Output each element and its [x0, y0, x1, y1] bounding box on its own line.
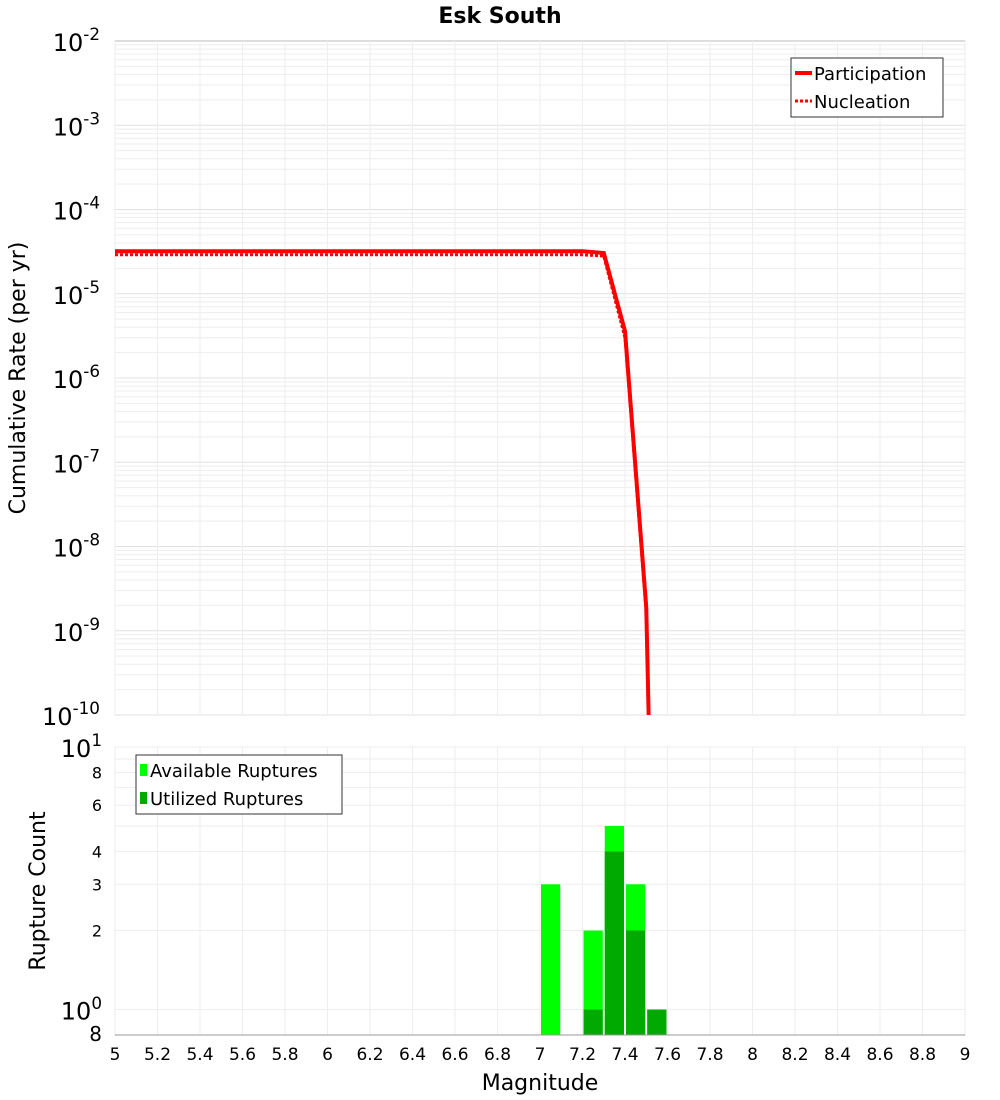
y-tick-label: 10-6: [53, 361, 100, 394]
y-tick-label: 10-10: [42, 698, 100, 731]
y-tick-label: 100: [61, 993, 102, 1026]
x-tick-label: 6.6: [441, 1045, 468, 1065]
legend-box: [135, 754, 343, 815]
x-tick-label: 8.6: [866, 1045, 893, 1065]
x-tick-label: 8.4: [824, 1045, 851, 1065]
x-tick-label: 6: [322, 1045, 333, 1065]
legend-label: Participation: [814, 64, 926, 85]
x-tick-label: 7.4: [611, 1045, 638, 1065]
y-tick-label: 10-2: [53, 24, 100, 57]
legend-label: Nucleation: [814, 92, 910, 113]
x-tick-label: 8: [747, 1045, 758, 1065]
y-tick-label: 6: [92, 796, 102, 815]
x-tick-label: 7.8: [696, 1045, 723, 1065]
x-tick-label: 9: [960, 1045, 971, 1065]
y-tick-label: 3: [92, 875, 102, 894]
bar-utilized-ruptures: [626, 930, 646, 1035]
x-tick-label: 5.8: [271, 1045, 298, 1065]
legend-bottom: Available Ruptures Utilized Ruptures: [135, 754, 343, 815]
legend-swatch: [140, 764, 147, 776]
series-line-participation: [115, 249, 651, 715]
x-tick-label: 6.4: [399, 1045, 426, 1065]
top-panel: 10-2 10-3 10-4 10-5 10-6 10-7 10-8 10-9 10-10 Par…: [42, 24, 966, 731]
legend-label: Utilized Ruptures: [150, 789, 303, 810]
bar-available-ruptures: [541, 884, 561, 1035]
x-tick-label: 6.8: [484, 1045, 511, 1065]
x-tick-label: 5.4: [186, 1045, 213, 1065]
y-tick-label: 8: [92, 763, 102, 782]
legend-label: Available Ruptures: [150, 761, 318, 782]
x-tick-label: 5.2: [144, 1045, 171, 1065]
x-tick-label: 7: [535, 1045, 546, 1065]
y-tick-label: 10-3: [53, 108, 100, 141]
x-axis-label: Magnitude: [482, 1071, 599, 1096]
legend-box: [790, 57, 944, 118]
bar-utilized-ruptures: [604, 851, 624, 1035]
y-tick-label: 10-9: [53, 614, 100, 647]
x-tick-label: 8.8: [909, 1045, 936, 1065]
x-tick-label: 8.2: [781, 1045, 808, 1065]
y-tick-label: 10-4: [53, 193, 100, 226]
x-tick-label: 6.2: [356, 1045, 383, 1065]
chart-title: Esk South: [438, 4, 561, 29]
y-tick-label: 4: [92, 842, 102, 861]
bar-utilized-ruptures: [583, 1009, 603, 1035]
bottom-panel: 5 5.2 5.4 5.6 5.8 6 6.2 6.4 6.6 6.8 7 7.2 7.4 7.6 7.8 8…: [61, 730, 971, 1065]
y-tick-label: 10-7: [53, 445, 100, 478]
x-tick-label: 7.6: [654, 1045, 681, 1065]
x-tick-label: 5.6: [229, 1045, 256, 1065]
legend-swatch: [140, 792, 147, 804]
bar-utilized-ruptures: [647, 1009, 667, 1035]
x-tick-label: 5: [110, 1045, 121, 1065]
legend-top: Participation Nucleation: [790, 57, 944, 118]
bar-available-ruptures: [583, 930, 603, 1035]
x-tick-label: 7.2: [569, 1045, 596, 1065]
bottom-y-label: Rupture Count: [26, 811, 51, 971]
y-tick-label: 101: [61, 730, 102, 763]
y-tick-label: 8: [89, 1022, 102, 1046]
top-y-label: Cumulative Rate (per yr): [6, 242, 31, 515]
y-tick-label: 10-8: [53, 530, 100, 563]
y-tick-label: 10-5: [53, 277, 100, 310]
y-tick-label: 2: [92, 922, 102, 941]
